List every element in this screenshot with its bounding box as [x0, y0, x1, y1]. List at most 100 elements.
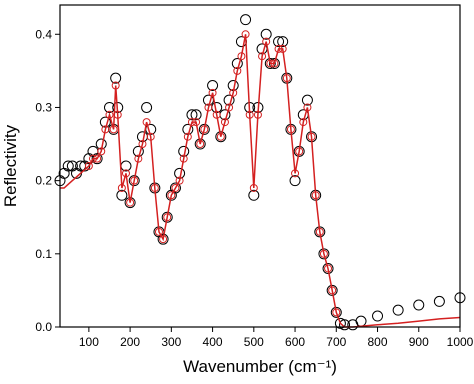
- data-point: [169, 182, 181, 194]
- data-point: [248, 189, 260, 201]
- y-tick-label: 0.0: [35, 320, 52, 334]
- fit-point: [282, 74, 291, 83]
- data-point: [215, 131, 227, 143]
- data-point: [194, 138, 206, 150]
- fit-point: [111, 81, 120, 90]
- fit-line: [60, 34, 461, 328]
- data-point: [91, 153, 103, 165]
- data-point: [277, 36, 289, 48]
- data-point: [264, 58, 276, 70]
- fit-point: [303, 103, 312, 112]
- data-point: [289, 175, 301, 187]
- x-tick-label: 900: [409, 335, 429, 349]
- fit-point: [245, 110, 254, 119]
- fit-point: [187, 118, 196, 127]
- fit-point: [130, 176, 139, 185]
- data-point: [433, 295, 445, 307]
- data-point: [355, 315, 367, 327]
- fit-point: [299, 118, 308, 127]
- fit-point: [146, 132, 155, 141]
- fit-point: [163, 213, 172, 222]
- fit-point: [253, 110, 262, 119]
- data-point: [141, 101, 153, 113]
- fit-point: [150, 183, 159, 192]
- fit-point: [126, 198, 135, 207]
- fit-point: [88, 154, 97, 163]
- data-point: [330, 306, 342, 318]
- x-tick-label: 300: [161, 335, 181, 349]
- fit-point: [258, 52, 267, 61]
- fit-point: [225, 103, 234, 112]
- fit-point: [105, 110, 114, 119]
- data-point: [322, 262, 334, 274]
- fit-point: [200, 125, 209, 134]
- data-point: [273, 36, 285, 48]
- fit-point: [167, 191, 176, 200]
- plot-frame: [59, 4, 461, 328]
- x-axis-title: Wavenumber (cm⁻¹): [183, 357, 337, 376]
- data-point: [318, 248, 330, 260]
- fit-point: [332, 308, 341, 317]
- fit-point: [101, 125, 110, 134]
- data-point: [413, 299, 425, 311]
- x-tick-label: 1000: [447, 335, 474, 349]
- x-tick-label: 400: [203, 335, 223, 349]
- data-point: [392, 304, 404, 316]
- y-tick-label: 0.2: [35, 174, 52, 188]
- fit-point: [109, 125, 118, 134]
- data-point: [326, 284, 338, 296]
- fit-point: [278, 44, 287, 53]
- fit-point: [113, 110, 122, 119]
- fit-point: [179, 154, 188, 163]
- x-tick-label: 100: [79, 335, 99, 349]
- data-point: [116, 189, 128, 201]
- fit-point: [204, 103, 213, 112]
- y-tick-label: 0.1: [35, 247, 52, 261]
- data-point: [372, 310, 384, 322]
- data-point: [240, 14, 252, 26]
- fit-point: [121, 169, 130, 178]
- data-point: [301, 94, 313, 106]
- fit-point: [237, 52, 246, 61]
- data-point: [190, 109, 202, 121]
- fit-point: [328, 286, 337, 295]
- data-point: [128, 175, 140, 187]
- fit-point: [270, 59, 279, 68]
- fit-point: [216, 132, 225, 141]
- data-point: [339, 319, 351, 331]
- fit-point: [286, 125, 295, 134]
- fit-point: [233, 66, 242, 75]
- fit-point: [84, 162, 93, 170]
- fit-point: [315, 227, 324, 236]
- fit-point: [249, 183, 258, 192]
- data-point: [268, 58, 280, 70]
- fit-point: [241, 30, 250, 39]
- fit-point: [142, 118, 151, 127]
- fit-point: [154, 227, 163, 236]
- data-point: [260, 28, 272, 40]
- fit-point: [291, 169, 300, 178]
- fit-point: [319, 249, 328, 258]
- fit-point: [183, 132, 192, 141]
- fit-point: [171, 183, 180, 192]
- fit-point: [192, 118, 201, 127]
- y-tick-label: 0.4: [35, 27, 52, 41]
- fit-point: [134, 154, 143, 163]
- x-tick-label: 600: [285, 335, 305, 349]
- data-point: [198, 123, 210, 135]
- x-tick-label: 800: [368, 335, 388, 349]
- data-point: [110, 72, 122, 84]
- fit-point: [138, 140, 147, 149]
- fit-point: [324, 264, 333, 273]
- fit-point: [307, 132, 316, 141]
- x-tick-label: 500: [244, 335, 264, 349]
- data-point: [161, 211, 173, 223]
- fit-point: [220, 118, 229, 127]
- fit-point: [159, 235, 168, 244]
- fit-point: [117, 183, 126, 192]
- data-point: [186, 109, 198, 121]
- x-tick-label: 700: [326, 335, 346, 349]
- fit-point: [311, 191, 320, 200]
- y-axis-title: Reflectivity: [1, 124, 20, 207]
